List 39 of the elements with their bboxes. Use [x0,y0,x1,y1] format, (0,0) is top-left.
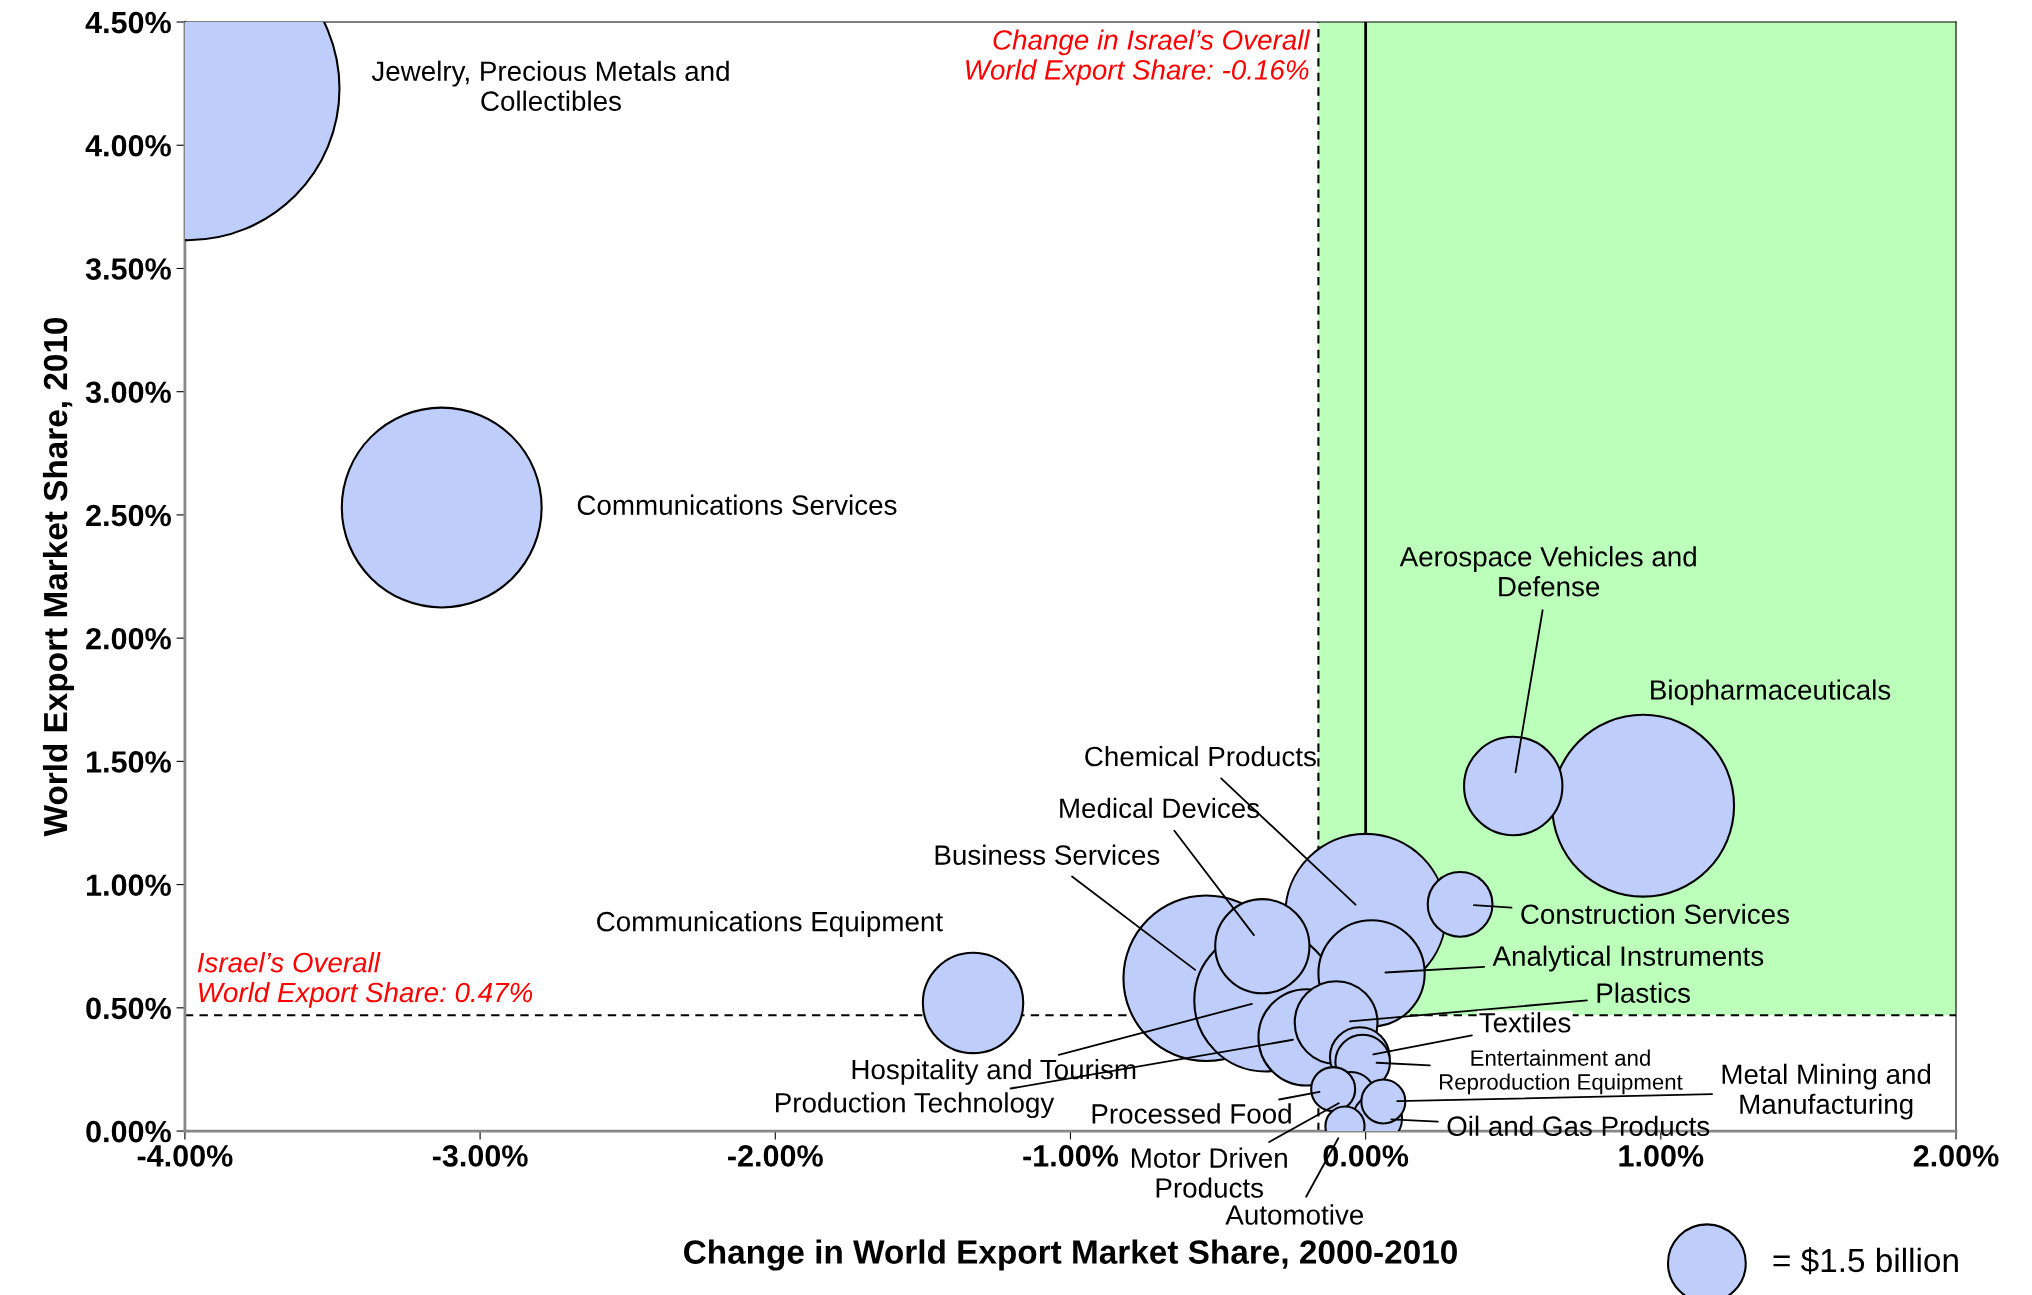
legend-label: = $1.5 billion [1773,1247,1958,1275]
text: Chemical Products [1085,745,1316,767]
legend-label: Construction Services [1521,903,1790,925]
text: Plastics [1597,982,1690,1003]
ref-line-label: Change in Israel’s Overall World Export Share: -0.16% [966,29,1311,86]
y-tick-label: 4.50% [85,11,171,34]
text: Automotive [1225,1204,1364,1225]
x-tick-label: -1.00% [1023,1145,1119,1167]
text: Motor Driven Products [1131,1147,1287,1198]
legend-label: Oil and Gas Products [1447,1115,1710,1137]
y-tick-label: 0.50% [86,997,171,1020]
series-label: Communications Services [577,494,897,515]
x-tick-label: -4.00% [137,1145,233,1167]
y-tick-label: 1.50% [87,751,171,773]
y-tick-label: 3.50% [85,258,171,280]
series-label: Business Services [935,844,1160,865]
ref-line-label: Israel’s Overall World Export Share: 0.47% [197,952,533,1008]
series-label: Jewelry, Precious Metals and Collectibles [371,60,729,111]
y-tick-label: 3.00% [85,381,171,404]
y-tick-label: 2.00% [86,627,171,650]
series-label: Communications Equipment [597,911,943,937]
text: Textiles [1479,1012,1571,1033]
y-tick-label: 2.50% [86,504,171,527]
y-axis-title: World Export Market Share, 2010 [42,317,74,837]
legend-label: Analytical Instruments [1492,945,1764,972]
text: Aerospace Vehicles and Defense [1399,546,1696,597]
x-axis-title: Change in World Export Market Share, 2000-2010 [684,1239,1457,1271]
text: Metal Mining and Manufacturing [1722,1063,1931,1120]
y-tick-label: 1.00% [87,874,171,896]
x-tick-label: 1.00% [1619,1145,1704,1167]
x-tick-label: -2.00% [728,1145,823,1167]
y-tick-label: 0.00% [86,1120,171,1143]
legend-label: Entertainment and Reproduction Equipment [1439,1049,1683,1095]
y-tick-label: 4.00% [85,134,171,157]
series-label: Biopharmaceuticals [1651,679,1891,706]
series-label: Processed Food [1092,1103,1291,1124]
x-tick-label: -3.00% [432,1145,528,1167]
text: Production Technology [776,1092,1055,1119]
x-tick-label: 2.00% [1913,1145,1999,1167]
